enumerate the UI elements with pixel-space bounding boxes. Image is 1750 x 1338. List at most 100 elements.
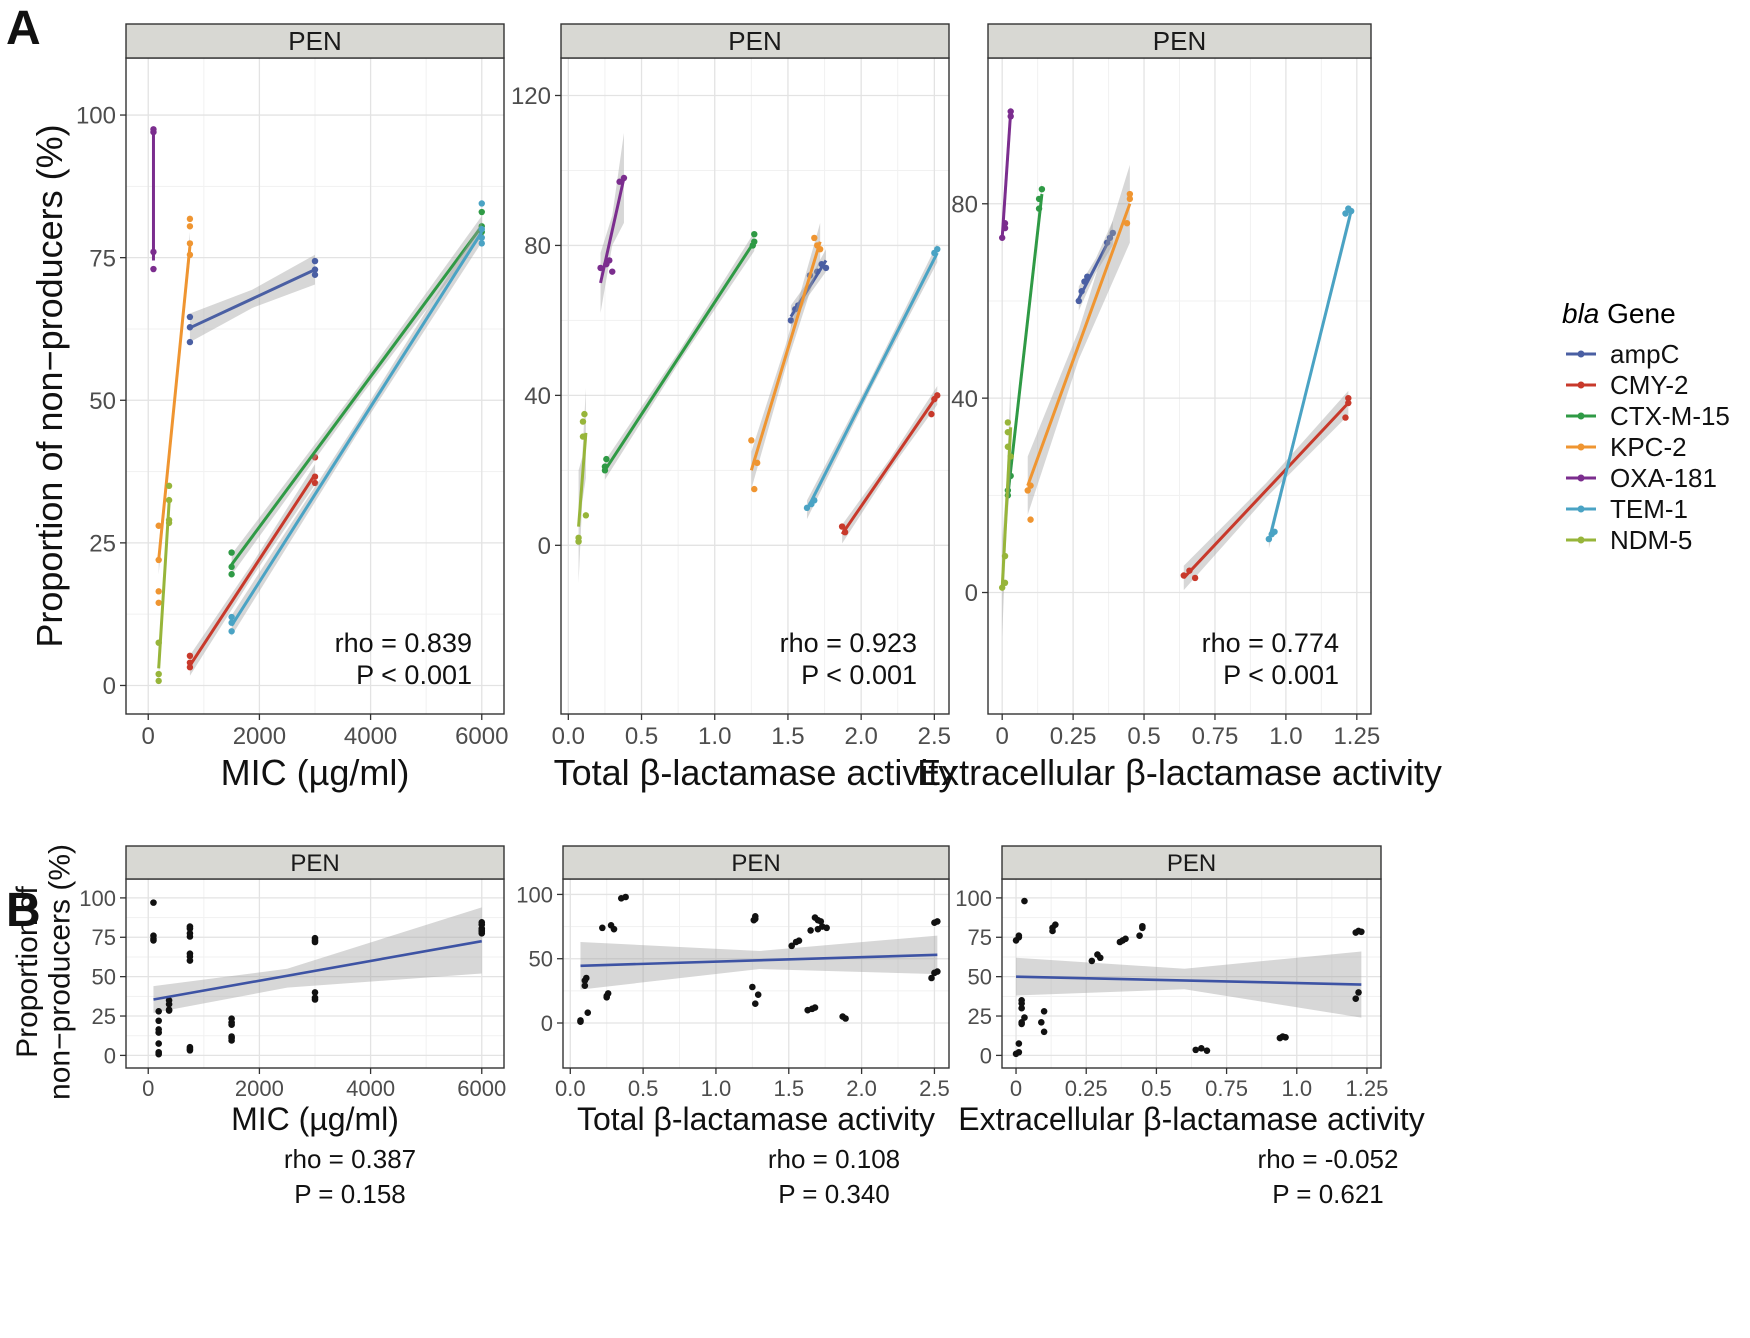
legend-key-dot-ctx-m-15 — [1577, 412, 1585, 420]
data-point-a1-tem-1-6 — [478, 200, 485, 207]
data-point-b2-5 — [584, 1009, 592, 1017]
tick-label-x-b1-1: 2000 — [235, 1076, 284, 1101]
facet-label-a1: PEN — [288, 26, 341, 56]
data-point-a3-kpc-2-0 — [1024, 487, 1031, 494]
data-point-b3-18 — [1052, 921, 1059, 928]
data-point-a1-ctx-m-15-5 — [478, 208, 485, 216]
data-point-a2-ampc-6 — [822, 264, 830, 272]
tick-label-x-b2-1: 0.5 — [628, 1076, 659, 1101]
data-point-a1-ctx-m-15-2 — [228, 549, 235, 556]
fit-line-b3 — [1016, 975, 1362, 986]
legend-title-rest: Gene — [1599, 298, 1675, 329]
stat-annotation-b1-1: P = 0.158 — [294, 1179, 406, 1209]
tick-label-x-b2-3: 1.5 — [773, 1076, 804, 1101]
data-point-a1-ampc-3 — [311, 271, 319, 278]
tick-label-x-b2-2: 1.0 — [701, 1076, 732, 1101]
x-axis-title-b2: Total β-lactamase activity — [577, 1101, 935, 1137]
tick-label-y-b1-4: 100 — [79, 886, 116, 911]
tick-label-y-a1-1: 25 — [89, 531, 116, 558]
data-point-b3-27 — [1139, 922, 1146, 930]
data-point-a3-cmy-2-2 — [1191, 574, 1199, 582]
chart-panel-a3: 0 0.25 0.5 0.75 1.0 1.25 0 40 80 PEN Extracellular… — [917, 23, 1442, 793]
panel-label-b: B — [6, 884, 41, 937]
data-point-a1-ampc-0 — [186, 338, 194, 346]
stat-annotation-a2-0: rho = 0.923 — [780, 628, 917, 658]
legend-title: bla Gene — [1562, 298, 1676, 329]
tick-label-x-a2-4: 2.0 — [844, 723, 877, 750]
tick-label-x-a3-3: 0.75 — [1192, 723, 1239, 750]
data-point-b1-32 — [311, 994, 319, 1002]
data-point-b2-15 — [751, 1000, 759, 1008]
tick-label-x-b3-0: 0 — [1010, 1076, 1022, 1101]
legend-key-dot-cmy-2 — [1577, 381, 1585, 389]
data-point-b2-13 — [622, 893, 629, 901]
tick-label-y-a2-2: 80 — [524, 233, 551, 260]
data-point-a2-oxa-181-2 — [606, 257, 613, 264]
data-point-a3-kpc-2-5 — [1126, 190, 1134, 198]
data-point-b1-0 — [150, 899, 157, 906]
data-point-a1-tem-1-0 — [228, 628, 235, 635]
y-axis-title-line-b1-1: non−producers (%) — [43, 844, 76, 1100]
data-point-b2-22 — [795, 937, 803, 945]
tick-label-x-a2-2: 1.0 — [698, 723, 731, 750]
data-point-a2-oxa-181-4 — [616, 178, 623, 185]
stat-annotation-a3-1: P < 0.001 — [1223, 660, 1339, 690]
data-layer-b3 — [1012, 897, 1365, 1058]
tick-label-y-a1-3: 75 — [89, 245, 116, 272]
data-point-b3-2 — [1015, 1040, 1023, 1047]
tick-label-x-b1-2: 4000 — [346, 1076, 395, 1101]
data-point-b3-13 — [1038, 1019, 1045, 1026]
data-point-a1-tem-1-2 — [228, 613, 235, 621]
data-point-a2-ndm-5-5 — [582, 512, 590, 519]
stat-annotation-b3-1: P = 0.621 — [1272, 1179, 1384, 1209]
data-point-b2-20 — [788, 942, 795, 950]
tick-label-y-b2-2: 100 — [516, 882, 553, 907]
tick-label-x-a1-1: 2000 — [233, 723, 286, 750]
facet-label-b3: PEN — [1167, 850, 1216, 877]
legend-key-dot-kpc-2 — [1577, 443, 1585, 451]
data-layer-b1 — [150, 899, 486, 1058]
data-point-b1-36 — [311, 934, 319, 942]
fit-line-a1-ndm-5 — [157, 502, 171, 669]
data-point-a1-cmy-2-2 — [186, 652, 194, 660]
data-point-a1-tem-1-5 — [478, 225, 485, 233]
data-point-b3-33 — [1282, 1033, 1289, 1041]
y-axis-title-a1: Proportion of non−producers (%) — [29, 124, 70, 647]
tick-label-x-b3-2: 0.5 — [1141, 1076, 1172, 1101]
data-point-a2-ctx-m-15-2 — [603, 455, 610, 463]
data-point-b2-39 — [934, 918, 941, 925]
tick-label-x-b1-0: 0 — [142, 1076, 154, 1101]
fit-line-a1-ampc — [189, 268, 316, 330]
tick-label-y-b1-3: 75 — [92, 925, 116, 950]
stat-annotation-a2-1: P < 0.001 — [801, 660, 917, 690]
fit-line-a3-ctx-m-15 — [1006, 193, 1044, 496]
tick-label-x-a1-3: 6000 — [455, 723, 508, 750]
chart-panel-a2: 0.0 0.5 1.0 1.5 2.0 2.5 0 40 80 120 PEN Total β-lac… — [511, 23, 956, 793]
data-point-a1-oxa-181-0 — [150, 265, 157, 273]
confidence-band-b2 — [580, 935, 938, 990]
data-point-a2-kpc-2-0 — [748, 437, 755, 444]
data-point-b3-12 — [1021, 897, 1028, 905]
stat-annotation-a1-0: rho = 0.839 — [335, 628, 472, 658]
data-point-b1-10 — [155, 1008, 162, 1015]
data-point-b2-2 — [581, 982, 589, 990]
tick-label-y-a2-3: 120 — [511, 83, 551, 110]
data-point-b1-33 — [311, 989, 319, 996]
data-point-b3-5 — [1015, 932, 1023, 939]
facet-label-a3: PEN — [1153, 26, 1206, 56]
fit-line-a2-ampc — [789, 259, 828, 318]
data-point-a3-kpc-2-4 — [1126, 195, 1134, 203]
fit-line-a1-cmy-2 — [188, 473, 317, 667]
data-point-b3-35 — [1355, 989, 1362, 996]
tick-label-x-a2-3: 1.5 — [771, 723, 804, 750]
data-point-a2-oxa-181-3 — [609, 268, 616, 275]
tick-label-y-b2-1: 50 — [529, 947, 553, 972]
data-point-a1-kpc-2-1 — [155, 588, 162, 595]
data-point-b2-9 — [604, 990, 612, 997]
tick-label-y-b3-2: 50 — [968, 965, 992, 990]
x-axis-title-b3: Extracellular β-lactamase activity — [958, 1101, 1425, 1137]
x-axis-title-a1: MIC (µg/ml) — [221, 752, 410, 793]
tick-label-x-b3-5: 1.25 — [1346, 1076, 1389, 1101]
data-point-a2-cmy-2-0 — [838, 523, 846, 530]
tick-label-y-b1-1: 25 — [92, 1004, 116, 1029]
